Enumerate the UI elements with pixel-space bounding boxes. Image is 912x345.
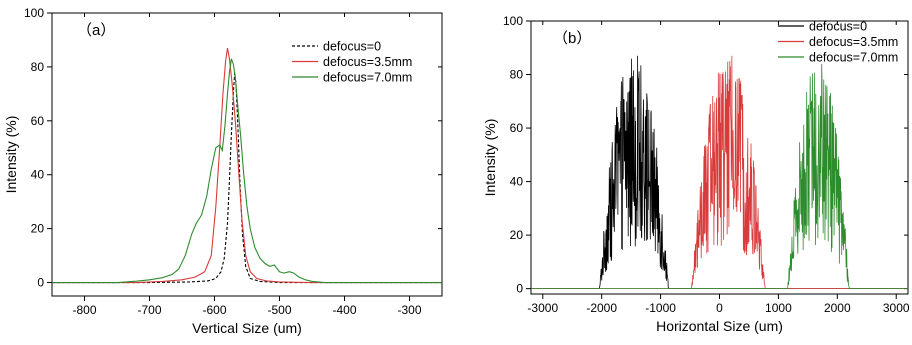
x-tick-label: -500 <box>267 303 291 317</box>
y-tick-label: 0 <box>516 282 523 296</box>
x-axis-label: Horizontal Size (um) <box>656 318 783 334</box>
series-line-defocus-3-5mm <box>52 47 442 284</box>
x-tick-label: -800 <box>72 303 96 317</box>
chart-panel-b: -3000 -2000 -1000 0 1000 2000 3000 0 20 40 60 80 100… <box>482 14 910 334</box>
y-tick-label: 80 <box>510 68 524 82</box>
legend-entry: defocus=7.0mm <box>809 51 898 65</box>
panel-label: （a） <box>77 22 115 39</box>
series-line-defocus-7-0mm <box>531 63 908 290</box>
y-tick-label: 40 <box>510 175 524 189</box>
series-line-defocus-7-0mm <box>52 58 442 284</box>
x-tick-label: -300 <box>397 303 421 317</box>
y-tick-label: 0 <box>37 276 44 290</box>
x-axis-label: Vertical Size (um) <box>192 320 302 336</box>
y-tick-label: 80 <box>31 60 45 74</box>
series-line-defocus-3-5mm <box>531 55 908 290</box>
x-tick-label: -400 <box>332 303 356 317</box>
y-tick-label: 60 <box>510 121 524 135</box>
panel-label: （b） <box>553 30 591 47</box>
legend-entry: defocus=0 <box>809 20 867 34</box>
y-tick-label: 100 <box>503 14 523 28</box>
x-tick-label: -600 <box>202 303 226 317</box>
legend-entry: defocus=7.0mm <box>323 71 412 85</box>
y-axis-label: Intensity (%) <box>3 116 19 194</box>
x-tick-label: -1000 <box>645 301 676 315</box>
legend-entry: defocus=0 <box>323 40 381 54</box>
chart-panel-a: -800 -700 -600 -500 -400 -300 0 20 40 60 80 100 Vert… <box>3 6 443 336</box>
y-axis-label: Intensity (%) <box>482 119 498 197</box>
y-tick-label: 40 <box>31 168 45 182</box>
x-tick-label: -3000 <box>527 301 558 315</box>
x-tick-label: 2000 <box>824 301 851 315</box>
y-tick-label: 100 <box>24 6 44 20</box>
x-tick-label: 0 <box>716 301 723 315</box>
series-line-defocus-0 <box>52 72 442 284</box>
x-tick-label: 1000 <box>765 301 792 315</box>
plot-frame <box>51 12 443 297</box>
y-tick-label: 20 <box>510 228 524 242</box>
x-tick-label: -700 <box>137 303 161 317</box>
legend-entry: defocus=3.5mm <box>323 55 412 69</box>
y-tick-label: 20 <box>31 222 45 236</box>
y-tick-label: 60 <box>31 114 45 128</box>
legend-entry: defocus=3.5mm <box>809 35 898 49</box>
x-tick-label: -2000 <box>586 301 617 315</box>
x-tick-label: 3000 <box>883 301 910 315</box>
